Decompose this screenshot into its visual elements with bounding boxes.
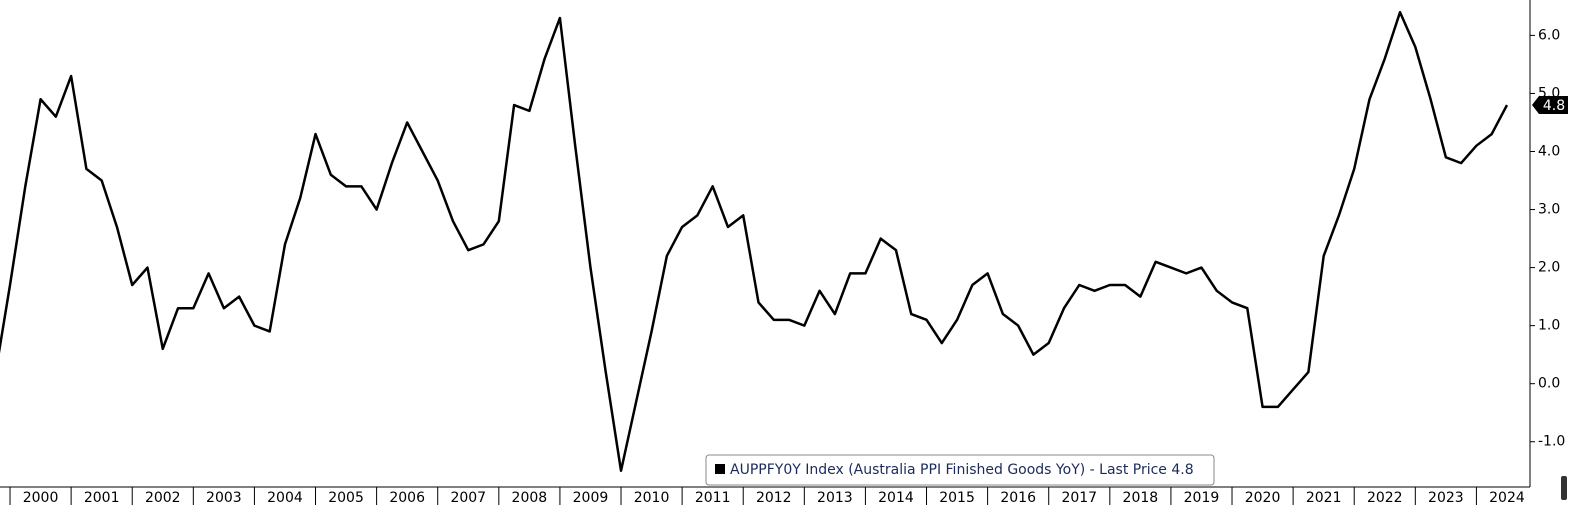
x-tick-label: 2015 bbox=[939, 490, 975, 506]
y-tick-label: 1.0 bbox=[1538, 318, 1560, 334]
x-tick-label: 2013 bbox=[817, 490, 853, 506]
x-tick-label: 2010 bbox=[634, 490, 670, 506]
x-tick-label: 2000 bbox=[23, 490, 59, 506]
x-tick-label: 2019 bbox=[1184, 490, 1220, 506]
x-tick-label: 2001 bbox=[84, 490, 120, 506]
y-tick-label: 0.0 bbox=[1538, 376, 1560, 392]
x-tick-label: 2018 bbox=[1123, 490, 1159, 506]
x-axis-ticks: 1999200020012002200320042005200620072008… bbox=[9, 487, 1525, 506]
last-price-tag bbox=[1532, 96, 1568, 115]
y-tick-label: 3.0 bbox=[1538, 202, 1560, 218]
legend: AUPPFY0Y Index (Australia PPI Finished G… bbox=[705, 454, 1215, 486]
x-tick-label: 2005 bbox=[328, 490, 364, 506]
x-tick-label: 2012 bbox=[756, 490, 792, 506]
x-tick-label: 2002 bbox=[145, 490, 181, 506]
x-tick-label: 2017 bbox=[1061, 490, 1097, 506]
y-tick-label: 2.0 bbox=[1538, 260, 1560, 276]
legend-box bbox=[705, 454, 1215, 486]
x-tick-label: 2016 bbox=[1000, 490, 1036, 506]
scroll-handle bbox=[1561, 476, 1567, 500]
x-tick-label: 2021 bbox=[1306, 490, 1342, 506]
x-tick-label: 2006 bbox=[389, 490, 425, 506]
x-tick-label: 2007 bbox=[450, 490, 486, 506]
x-tick-label: 2004 bbox=[267, 490, 303, 506]
x-tick-label: 2024 bbox=[1489, 490, 1525, 506]
legend-label: AUPPFY0Y Index (Australia PPI Finished G… bbox=[730, 462, 1194, 478]
last-price-label: 4.8 bbox=[1543, 98, 1565, 114]
x-tick-label: 2022 bbox=[1367, 490, 1403, 506]
x-tick-label: 2020 bbox=[1245, 490, 1281, 506]
x-tick-label: 2008 bbox=[512, 490, 548, 506]
legend-swatch bbox=[715, 464, 725, 474]
y-tick-label: 4.0 bbox=[1538, 143, 1560, 159]
x-tick-label: 2009 bbox=[573, 490, 609, 506]
y-tick-label: -1.0 bbox=[1538, 434, 1565, 450]
x-tick-label: 2011 bbox=[695, 490, 731, 506]
x-tick-label: 2003 bbox=[206, 490, 242, 506]
x-tick-label: 2014 bbox=[878, 490, 914, 506]
y-tick-label: 6.0 bbox=[1538, 27, 1560, 43]
series-line bbox=[0, 10, 1509, 472]
x-tick-label: 2023 bbox=[1428, 490, 1464, 506]
